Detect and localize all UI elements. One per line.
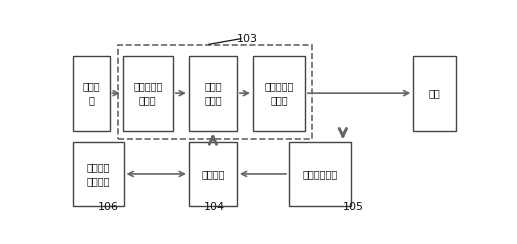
Text: 输出整流滤
波电路: 输出整流滤 波电路: [264, 81, 294, 105]
Bar: [123, 56, 173, 131]
Text: 负载: 负载: [429, 88, 440, 98]
Text: 104: 104: [204, 203, 225, 213]
Bar: [118, 45, 312, 139]
Text: 105: 105: [343, 203, 363, 213]
Bar: [73, 56, 110, 131]
Bar: [289, 142, 351, 206]
Text: 高频逆
变电路: 高频逆 变电路: [204, 81, 222, 105]
Text: 三相电
源: 三相电 源: [83, 81, 100, 105]
Text: 三相整流滤
波电路: 三相整流滤 波电路: [133, 81, 162, 105]
Bar: [73, 142, 124, 206]
Bar: [253, 56, 305, 131]
Text: 控制电路: 控制电路: [201, 169, 224, 179]
Text: 103: 103: [236, 34, 257, 44]
Text: 串行通信
接口单元: 串行通信 接口单元: [87, 162, 110, 186]
Bar: [189, 142, 237, 206]
Bar: [189, 56, 237, 131]
Bar: [413, 56, 457, 131]
Text: 106: 106: [98, 203, 119, 213]
Text: 输出反馈电路: 输出反馈电路: [302, 169, 338, 179]
